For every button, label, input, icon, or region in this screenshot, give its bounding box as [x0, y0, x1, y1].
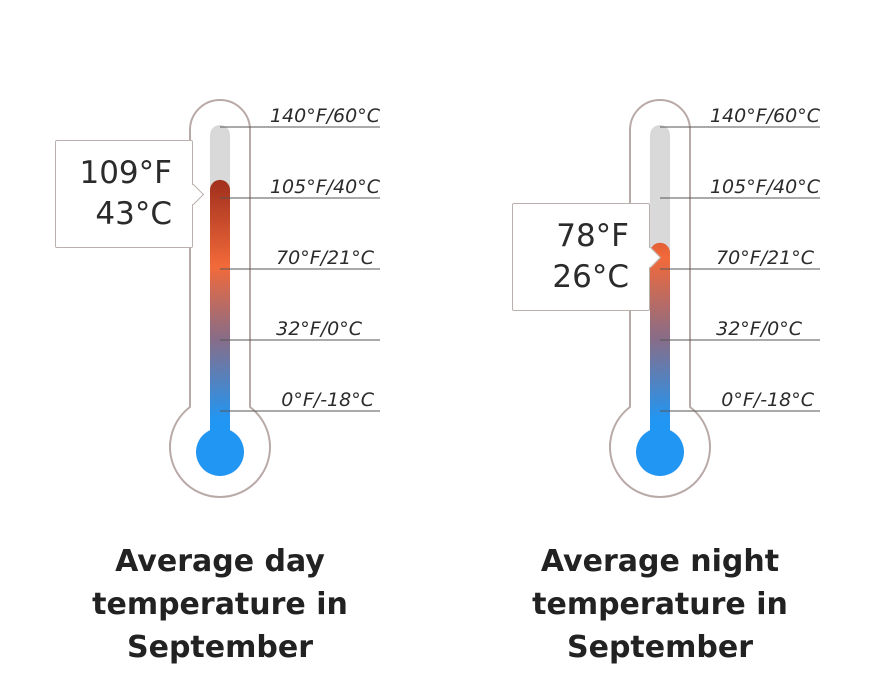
caption-line: September — [567, 630, 753, 665]
reading-fahrenheit: 109°F — [79, 155, 172, 191]
scale-label-32f: 32°F/0°C — [276, 318, 363, 340]
thermometer-bulb — [196, 428, 244, 476]
caption-line: Average night — [540, 544, 780, 579]
scale-label-0f: 0°F/-18°C — [281, 389, 374, 411]
thermometer-bulb — [636, 428, 684, 476]
scale-label-70f: 70°F/21°C — [716, 247, 815, 269]
scale-label-32f: 32°F/0°C — [716, 318, 803, 340]
caption-line: September — [127, 630, 313, 665]
scale-label-105f: 105°F/40°C — [270, 176, 381, 198]
thermometer-graphic: 140°F/60°C 105°F/40°C 70°F/21°C 32°F/0°C… — [169, 99, 381, 498]
scale-label-140f: 140°F/60°C — [270, 105, 381, 127]
reading-celsius: 26°C — [552, 259, 629, 295]
reading-callout: 109°F 43°C — [55, 140, 193, 248]
thermometer-caption: Average day temperature in September — [0, 540, 440, 669]
thermometer-graphic: 140°F/60°C 105°F/40°C 70°F/21°C 32°F/0°C… — [609, 99, 821, 498]
temperature-fill — [210, 179, 230, 440]
caption-line: Average day — [115, 544, 325, 579]
scale-label-140f: 140°F/60°C — [710, 105, 821, 127]
reading-celsius: 43°C — [95, 196, 172, 232]
scale-label-0f: 0°F/-18°C — [721, 389, 814, 411]
scale-ticks — [660, 126, 820, 412]
reading-callout: 78°F 26°C — [512, 203, 650, 311]
scale-label-105f: 105°F/40°C — [710, 176, 821, 198]
scale-label-70f: 70°F/21°C — [276, 247, 375, 269]
scale-ticks — [220, 126, 380, 412]
caption-line: temperature in — [92, 587, 348, 622]
caption-line: temperature in — [532, 587, 788, 622]
thermometer-outline — [609, 99, 711, 498]
night-thermometer: 140°F/60°C 105°F/40°C 70°F/21°C 32°F/0°C… — [440, 0, 880, 680]
thermometer-caption: Average night temperature in September — [440, 540, 880, 669]
thermometer-outline — [169, 99, 271, 498]
day-thermometer: 140°F/60°C 105°F/40°C 70°F/21°C 32°F/0°C… — [0, 0, 440, 680]
reading-fahrenheit: 78°F — [556, 218, 629, 254]
temperature-fill — [650, 242, 670, 440]
